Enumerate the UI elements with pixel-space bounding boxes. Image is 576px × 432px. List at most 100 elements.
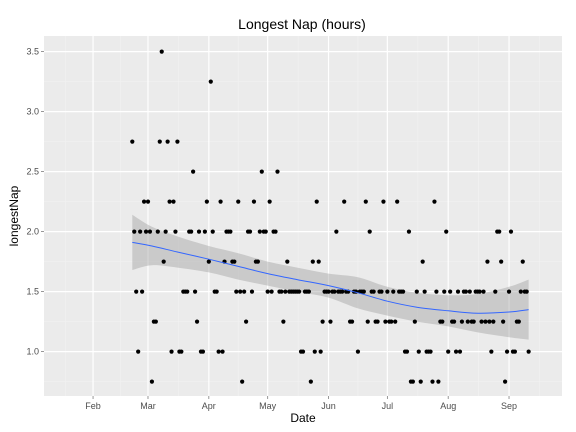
data-point <box>202 229 207 234</box>
data-point <box>436 379 441 384</box>
data-point <box>281 319 286 324</box>
data-point <box>465 319 470 324</box>
data-point <box>393 319 398 324</box>
data-point <box>493 289 498 294</box>
data-point <box>444 229 449 234</box>
data-point <box>214 289 219 294</box>
data-point <box>451 319 457 324</box>
data-point <box>332 289 337 294</box>
data-point <box>165 139 170 144</box>
data-point <box>136 349 141 354</box>
data-point <box>159 49 164 54</box>
data-point <box>267 199 272 204</box>
data-point <box>147 229 153 234</box>
data-point <box>328 319 333 324</box>
data-point <box>361 289 366 294</box>
data-point <box>453 349 459 354</box>
data-point <box>194 319 200 324</box>
y-axis-ticks: 1.0 1.5 2.0 2.5 3.0 3.5 <box>26 47 44 357</box>
data-point <box>365 319 370 324</box>
data-point <box>371 289 376 294</box>
data-point <box>314 199 319 204</box>
data-point <box>363 199 368 204</box>
data-point <box>485 259 490 264</box>
data-point <box>416 349 421 354</box>
data-point <box>432 199 437 204</box>
data-point <box>355 349 361 354</box>
data-point <box>520 259 525 264</box>
data-point <box>306 289 311 294</box>
data-point <box>238 289 243 294</box>
data-point <box>140 289 145 294</box>
data-point <box>489 349 494 354</box>
minor-gridlines <box>44 36 562 396</box>
data-point <box>381 199 386 204</box>
data-point <box>251 199 257 204</box>
data-point <box>232 259 237 264</box>
data-point <box>185 289 190 294</box>
chart-title: Longest Nap (hours) <box>238 16 366 32</box>
data-point <box>428 349 433 354</box>
data-point <box>265 289 270 294</box>
data-point <box>242 289 247 294</box>
data-point <box>143 229 149 234</box>
data-point <box>149 379 155 384</box>
data-point <box>448 289 453 294</box>
data-point <box>516 319 521 324</box>
data-point <box>218 199 223 204</box>
data-point <box>312 349 317 354</box>
data-point <box>244 319 249 324</box>
data-point <box>132 229 137 234</box>
data-point <box>300 349 306 354</box>
data-point <box>504 349 510 354</box>
data-point <box>418 379 423 384</box>
data-point <box>189 229 194 234</box>
data-points <box>130 49 531 384</box>
data-point <box>308 379 313 384</box>
data-point <box>367 229 372 234</box>
data-point <box>247 229 253 234</box>
data-point <box>134 289 139 294</box>
data-point <box>455 289 461 294</box>
data-point <box>459 319 465 324</box>
data-point <box>487 319 492 324</box>
y-tick-label: 3.5 <box>26 47 39 57</box>
data-point <box>310 259 315 264</box>
data-point <box>467 289 472 294</box>
data-point <box>503 379 508 384</box>
y-tick-label: 2.0 <box>26 227 39 237</box>
y-tick-label: 2.5 <box>26 167 39 177</box>
data-point <box>491 319 496 324</box>
x-tick-label: Feb <box>85 401 101 411</box>
y-tick-label: 1.5 <box>26 287 39 297</box>
data-point <box>471 319 476 324</box>
data-point <box>526 349 531 354</box>
data-point <box>175 139 180 144</box>
data-point <box>342 199 347 204</box>
data-point <box>512 349 518 354</box>
y-axis-title: longestNap <box>7 185 21 246</box>
data-point <box>192 289 198 294</box>
y-tick-label: 1.0 <box>26 347 39 357</box>
data-point <box>153 319 158 324</box>
data-point <box>157 139 162 144</box>
data-point <box>508 229 514 234</box>
data-point <box>240 379 245 384</box>
data-point <box>208 79 213 84</box>
data-point <box>414 289 419 294</box>
data-point <box>446 349 451 354</box>
data-point <box>161 259 166 264</box>
data-point <box>296 289 302 294</box>
data-point <box>499 259 504 264</box>
x-axis-ticks: Feb Mar Apr May Jun Jul Aug Sep <box>85 396 517 411</box>
data-point <box>200 349 206 354</box>
data-point <box>340 289 345 294</box>
data-point <box>269 289 274 294</box>
data-point <box>234 289 239 294</box>
data-point <box>391 289 396 294</box>
data-point <box>524 289 529 294</box>
data-point <box>275 169 280 174</box>
x-tick-label: Aug <box>440 401 456 411</box>
data-point <box>326 289 331 294</box>
